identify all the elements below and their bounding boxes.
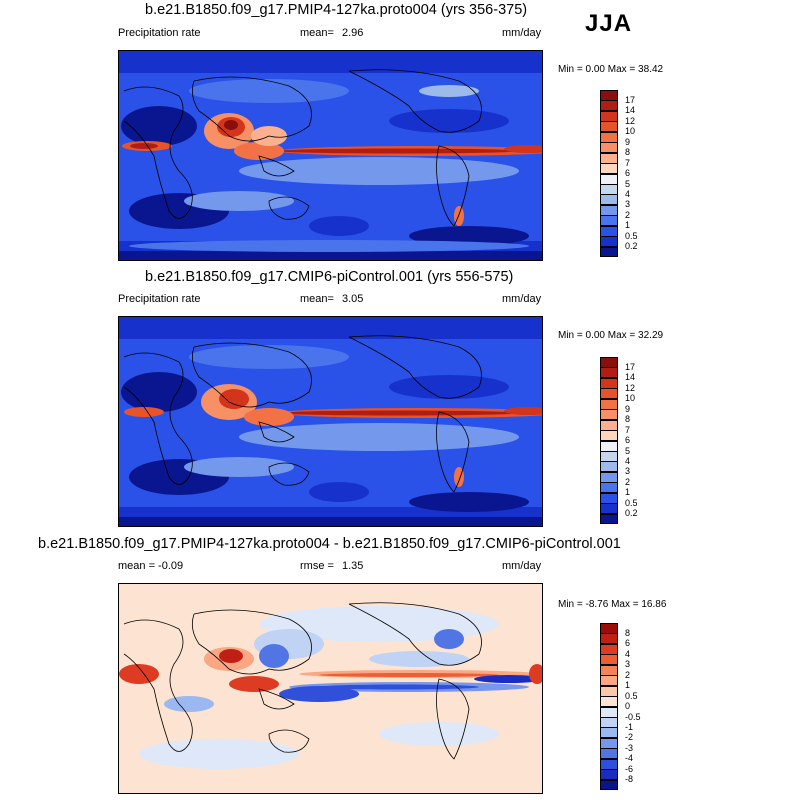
panel2-variable-label: Precipitation rate bbox=[118, 293, 201, 305]
panel2-colorbar-tick: 12 bbox=[625, 383, 636, 393]
panel3-colorbar-tick: 8 bbox=[625, 628, 631, 638]
panel2-colorbar-tick: 0.5 bbox=[625, 498, 638, 508]
panel2-map bbox=[118, 316, 543, 527]
panel2-colorbar-tick: 4 bbox=[625, 456, 631, 466]
panel2-units: mm/day bbox=[502, 293, 542, 305]
panel1-colorbar-tick: 3 bbox=[625, 199, 631, 209]
panel1-mean-value: 2.96 bbox=[342, 27, 364, 39]
colorbar-cell bbox=[600, 247, 618, 257]
colorbar-cell bbox=[600, 430, 618, 441]
panel1-colorbar-tick: 2 bbox=[625, 210, 631, 220]
panel2-colorbar-tick: 2 bbox=[625, 477, 631, 487]
panel3-mean-label: mean = -0.09 bbox=[118, 560, 184, 572]
panel1-colorbar-tick: 8 bbox=[625, 147, 631, 157]
panel3-colorbar-tick: 6 bbox=[625, 638, 631, 648]
panel3-colorbar-tick: 4 bbox=[625, 649, 631, 659]
panel3-units: mm/day bbox=[502, 560, 542, 572]
panel3-colorbar-tick: 3 bbox=[625, 659, 631, 669]
panel3-colorbar-tick: -6 bbox=[625, 764, 634, 774]
panel1-colorbar-tick: 6 bbox=[625, 168, 631, 178]
panel3-colorbar-tick: -8 bbox=[625, 774, 634, 784]
panel3-colorbar-tick: -1 bbox=[625, 722, 634, 732]
colorbar-cell bbox=[600, 503, 618, 514]
panel3-rmse-label: rmse = bbox=[300, 560, 334, 572]
panel2-mean-value: 3.05 bbox=[342, 293, 364, 305]
colorbar-cell bbox=[600, 194, 618, 205]
panel2-colorbar-tick: 6 bbox=[625, 435, 631, 445]
panel1-colorbar-tick: 0.5 bbox=[625, 231, 638, 241]
panel3-colorbar-tick: 2 bbox=[625, 670, 631, 680]
panel1-colorbar-tick: 0.2 bbox=[625, 241, 638, 251]
panel2-colorbar-tick: 1 bbox=[625, 487, 631, 497]
panel2-colorbar-tick: 0.2 bbox=[625, 508, 638, 518]
panel2-colorbar-tick: 14 bbox=[625, 372, 636, 382]
panel1-colorbar bbox=[600, 90, 618, 257]
panel1-colorbar-tick: 7 bbox=[625, 158, 631, 168]
panel1-colorbar-tick: 1 bbox=[625, 220, 631, 230]
colorbar-cell bbox=[600, 748, 618, 759]
panel3-colorbar-tick: 0 bbox=[625, 701, 631, 711]
panel2-colorbar-tick: 9 bbox=[625, 404, 631, 414]
panel2-minmax: Min = 0.00 Max = 32.29 bbox=[558, 330, 664, 341]
panel3-map bbox=[118, 583, 543, 794]
colorbar-cell bbox=[600, 215, 618, 226]
panel1-colorbar-tick: 5 bbox=[625, 179, 631, 189]
colorbar-cell bbox=[600, 163, 618, 174]
panel1-colorbar-tick: 17 bbox=[625, 95, 636, 105]
colorbar-cell bbox=[600, 388, 618, 399]
colorbar-cell bbox=[600, 142, 618, 153]
season-label: JJA bbox=[585, 10, 633, 37]
panel1-variable-label: Precipitation rate bbox=[118, 27, 201, 39]
panel3-colorbar-tick: 0.5 bbox=[625, 691, 638, 701]
colorbar-cell bbox=[600, 654, 618, 665]
colorbar-cell bbox=[600, 461, 618, 472]
panel1-units: mm/day bbox=[502, 27, 542, 39]
colorbar-cell bbox=[600, 780, 618, 790]
panel3-difference-field bbox=[119, 584, 542, 793]
colorbar-cell bbox=[600, 482, 618, 493]
colorbar-cell bbox=[600, 696, 618, 707]
panel3-colorbar-tick: -3 bbox=[625, 743, 634, 753]
colorbar-cell bbox=[600, 121, 618, 132]
panel3-title: b.e21.B1850.f09_g17.PMIP4-127ka.proto004… bbox=[38, 536, 621, 552]
colorbar-cell bbox=[600, 675, 618, 686]
panel1-colorbar-tick: 10 bbox=[625, 126, 636, 136]
colorbar-cell bbox=[600, 100, 618, 111]
panel1-precip-field bbox=[119, 51, 542, 260]
colorbar-cell bbox=[600, 633, 618, 644]
panel3-colorbar-tick: -4 bbox=[625, 753, 634, 763]
panel2-colorbar-tick: 3 bbox=[625, 466, 631, 476]
colorbar-cell bbox=[600, 367, 618, 378]
panel3-colorbar bbox=[600, 623, 618, 790]
panel1-colorbar-tick: 14 bbox=[625, 105, 636, 115]
colorbar-cell bbox=[600, 514, 618, 524]
panel1-colorbar-tick: 12 bbox=[625, 116, 636, 126]
colorbar-cell bbox=[600, 769, 618, 780]
panel2-colorbar-tick: 17 bbox=[625, 362, 636, 372]
panel2-colorbar-tick: 7 bbox=[625, 425, 631, 435]
panel1-colorbar-tick: 4 bbox=[625, 189, 631, 199]
panel2-precip-field bbox=[119, 317, 542, 526]
panel2-colorbar-tick: 8 bbox=[625, 414, 631, 424]
panel1-colorbar-tick: 9 bbox=[625, 137, 631, 147]
panel2-mean-label: mean= bbox=[300, 293, 334, 305]
panel2-colorbar-tick: 5 bbox=[625, 446, 631, 456]
panel3-colorbar-tick: 1 bbox=[625, 680, 631, 690]
panel1-mean-label: mean= bbox=[300, 27, 334, 39]
colorbar-cell bbox=[600, 727, 618, 738]
panel1-title: b.e21.B1850.f09_g17.PMIP4-127ka.proto004… bbox=[145, 2, 528, 18]
panel3-colorbar-tick: -2 bbox=[625, 732, 634, 742]
panel2-colorbar bbox=[600, 357, 618, 524]
panel1-minmax: Min = 0.00 Max = 38.42 bbox=[558, 64, 664, 75]
panel3-minmax: Min = -8.76 Max = 16.86 bbox=[558, 599, 667, 610]
panel1-map bbox=[118, 50, 543, 261]
colorbar-cell bbox=[600, 236, 618, 247]
panel2-colorbar-tick: 10 bbox=[625, 393, 636, 403]
panel2-title: b.e21.B1850.f09_g17.CMIP6-piControl.001 … bbox=[145, 269, 514, 285]
panel3-colorbar-tick: -0.5 bbox=[625, 712, 641, 722]
colorbar-cell bbox=[600, 409, 618, 420]
panel3-rmse-value: 1.35 bbox=[342, 560, 364, 572]
